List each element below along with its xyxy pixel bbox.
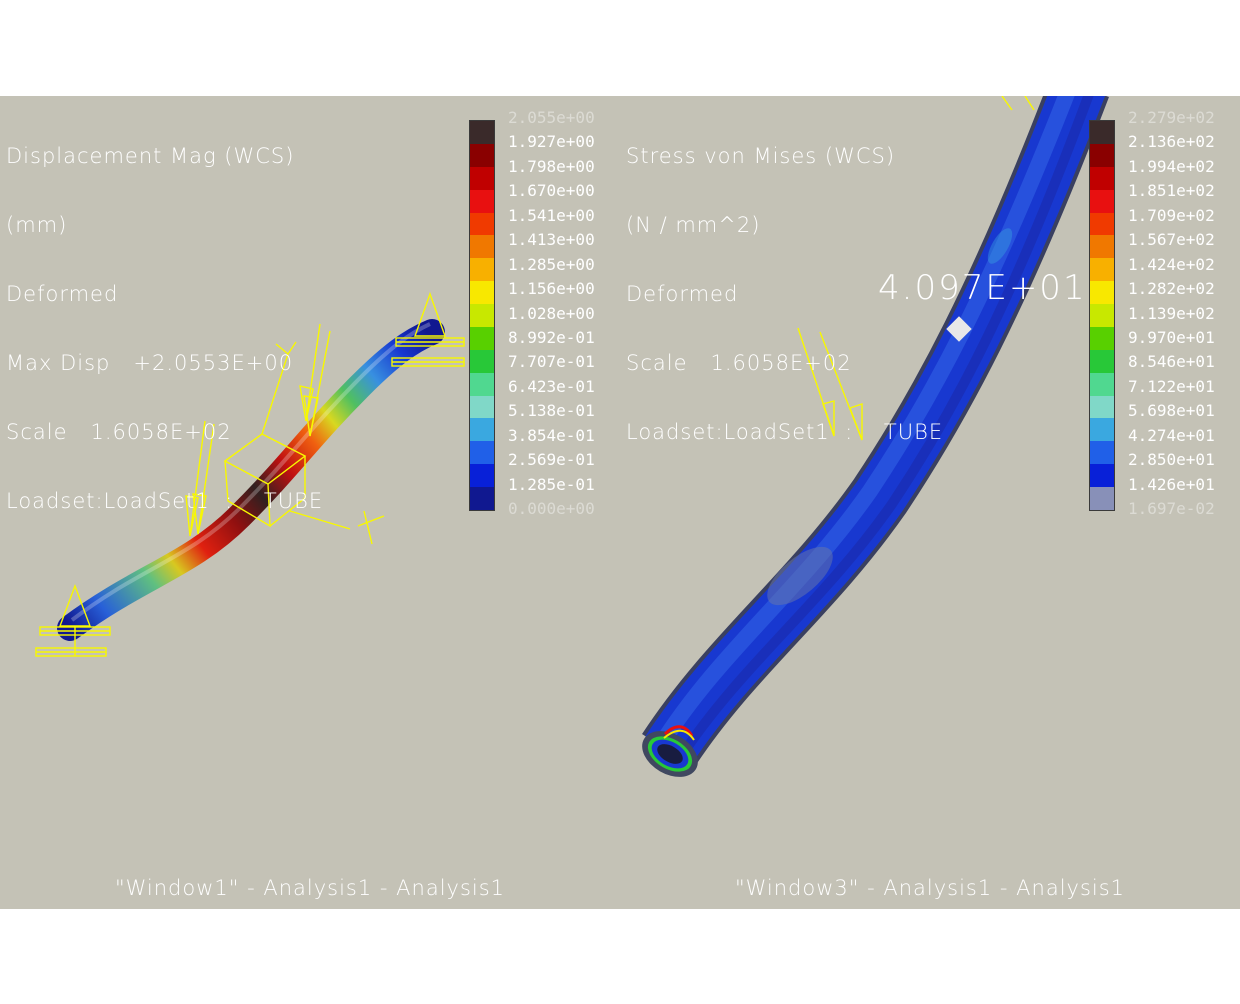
- legend-value: 1.424e+02: [1128, 254, 1215, 274]
- legend-swatch: [1090, 326, 1114, 350]
- legend-value: 1.028e+00: [508, 303, 595, 323]
- legend-swatch: [1090, 258, 1114, 282]
- legend-swatch: [1090, 487, 1114, 510]
- legend-value: 2.279e+02: [1128, 108, 1215, 127]
- legend-value: 1.927e+00: [508, 132, 595, 152]
- deformed-tube-left: [57, 319, 445, 641]
- legend-swatch: [470, 304, 494, 327]
- legend-swatch: [470, 121, 494, 144]
- legend-value: 1.139e+02: [1128, 303, 1215, 323]
- color-legend-labels-right: 2.279e+02 2.136e+02 1.994e+02 1.851e+02 1.70…: [1128, 106, 1215, 521]
- legend-swatch: [1090, 143, 1114, 167]
- legend-value: 1.567e+02: [1128, 230, 1215, 250]
- legend-value: 9.970e+01: [1128, 327, 1215, 347]
- result-units-label: (N / mm^2): [626, 213, 761, 237]
- legend-value: 1.413e+00: [508, 230, 595, 250]
- legend-swatch: [470, 464, 494, 487]
- result-type-label: Stress von Mises (WCS): [626, 144, 896, 168]
- legend-value: 1.541e+00: [508, 205, 595, 225]
- loadset-label: Loadset:LoadSet1 : TUBE: [6, 489, 324, 513]
- legend-swatch: [1090, 395, 1114, 419]
- right-viewport[interactable]: Stress von Mises (WCS) (N / mm^2) Deform…: [620, 96, 1240, 909]
- legend-value: 1.285e-01: [508, 474, 595, 494]
- scale-label: Scale 1.6058E+02: [626, 351, 852, 375]
- legend-value: 5.138e-01: [508, 401, 595, 421]
- color-legend-bar-left: [469, 120, 495, 511]
- legend-swatch: [1090, 349, 1114, 373]
- legend-value: 3.854e-01: [508, 425, 595, 445]
- legend-swatch: [470, 326, 494, 350]
- legend-value: 0.000e+00: [508, 499, 595, 518]
- legend-value: 5.698e+01: [1128, 401, 1215, 421]
- legend-swatch: [1090, 464, 1114, 487]
- legend-swatch: [470, 372, 494, 396]
- legend-swatch: [1090, 441, 1114, 465]
- probe-marker[interactable]: [946, 316, 972, 342]
- legend-value: 1.285e+00: [508, 254, 595, 274]
- displacement-model-view[interactable]: [0, 96, 620, 909]
- window-title-right: "Window3" - Analysis1 - Analysis1: [734, 876, 1126, 900]
- tube-end-opening: [642, 725, 698, 777]
- legend-value: 1.709e+02: [1128, 205, 1215, 225]
- legend-value: 1.697e-02: [1128, 499, 1215, 518]
- color-legend-bar-right: [1089, 120, 1115, 511]
- legend-swatch: [470, 143, 494, 167]
- deformed-label: Deformed: [6, 282, 119, 306]
- legend-swatch: [470, 349, 494, 373]
- legend-value: 2.055e+00: [508, 108, 595, 127]
- legend-value: 1.851e+02: [1128, 181, 1215, 201]
- legend-swatch: [1090, 281, 1114, 304]
- legend-value: 1.994e+02: [1128, 156, 1215, 176]
- legend-swatch: [1090, 166, 1114, 190]
- max-disp-label: Max Disp +2.0553E+00: [6, 351, 294, 375]
- legend-value: 7.707e-01: [508, 352, 595, 372]
- result-type-label: Displacement Mag (WCS): [6, 144, 295, 168]
- legend-value: 2.850e+01: [1128, 450, 1215, 470]
- legend-swatch: [470, 235, 494, 259]
- legend-value: 1.798e+00: [508, 156, 595, 176]
- window-title-left: "Window1" - Analysis1 - Analysis1: [114, 876, 506, 900]
- color-legend-labels-left: 2.055e+00 1.927e+00 1.798e+00 1.670e+00 1.54…: [508, 106, 595, 521]
- legend-swatch: [470, 212, 494, 236]
- legend-swatch: [470, 281, 494, 304]
- legend-swatch: [470, 258, 494, 282]
- legend-swatch: [1090, 189, 1114, 213]
- scale-label: Scale 1.6058E+02: [6, 420, 232, 444]
- legend-value: 7.122e+01: [1128, 376, 1215, 396]
- legend-swatch: [1090, 304, 1114, 327]
- load-arrows: [797, 96, 1035, 441]
- legend-value: 1.156e+00: [508, 279, 595, 299]
- legend-swatch: [470, 441, 494, 465]
- legend-value: 1.426e+01: [1128, 474, 1215, 494]
- legend-value: 1.670e+00: [508, 181, 595, 201]
- result-info-left: Displacement Mag (WCS) (mm) Deformed Max…: [6, 99, 323, 559]
- stress-model-view[interactable]: [620, 96, 1240, 909]
- legend-swatch: [1090, 121, 1114, 144]
- legend-swatch: [470, 395, 494, 419]
- legend-value: 1.282e+02: [1128, 279, 1215, 299]
- legend-swatch: [470, 166, 494, 190]
- legend-value: 6.423e-01: [508, 376, 595, 396]
- legend-value: 8.546e+01: [1128, 352, 1215, 372]
- legend-swatch: [1090, 418, 1114, 442]
- legend-swatch: [1090, 235, 1114, 259]
- legend-value: 2.136e+02: [1128, 132, 1215, 152]
- legend-swatch: [1090, 212, 1114, 236]
- result-units-label: (mm): [6, 213, 68, 237]
- legend-swatch: [470, 487, 494, 510]
- constraint-symbols: [35, 291, 465, 657]
- deformed-label: Deformed: [626, 282, 739, 306]
- legend-value: 4.274e+01: [1128, 425, 1215, 445]
- result-info-right: Stress von Mises (WCS) (N / mm^2) Deform…: [626, 99, 943, 490]
- legend-value: 2.569e-01: [508, 450, 595, 470]
- left-viewport[interactable]: Displacement Mag (WCS) (mm) Deformed Max…: [0, 96, 620, 909]
- legend-swatch: [1090, 372, 1114, 396]
- loadset-label: Loadset:LoadSet1 : TUBE: [626, 420, 944, 444]
- legend-swatch: [470, 189, 494, 213]
- legend-swatch: [470, 418, 494, 442]
- legend-value: 8.992e-01: [508, 327, 595, 347]
- probe-value-label: 4.097E+01: [878, 268, 1087, 308]
